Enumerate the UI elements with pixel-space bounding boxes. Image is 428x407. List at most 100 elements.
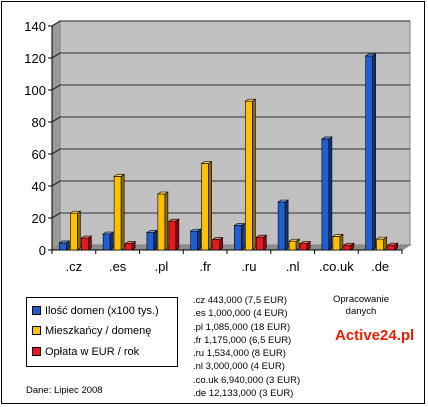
summary-line: .es 1,000,000 (4 EUR) [193, 308, 288, 320]
bar-front [201, 163, 209, 251]
summary-line: .fr 1,175,000 (6,5 EUR) [193, 334, 292, 346]
bar-front [277, 201, 286, 251]
bar [342, 242, 355, 251]
bar-top [320, 136, 333, 140]
bar-front [212, 239, 220, 251]
bar [277, 199, 290, 251]
bar-front [376, 238, 384, 251]
bar-side [208, 161, 212, 251]
bar-front [81, 237, 89, 251]
bar-front [102, 233, 111, 251]
bar [156, 191, 169, 251]
bar [244, 98, 257, 251]
y-tick-label: 60 [32, 147, 46, 162]
bar-top [211, 237, 224, 240]
bar-top [386, 242, 399, 246]
plot-back-wall [59, 20, 411, 246]
bar [288, 238, 301, 251]
bar-front [70, 212, 78, 251]
bar-top [277, 199, 290, 203]
bar-front [146, 232, 155, 251]
x-tick-label: .co.uk [319, 259, 354, 274]
x-tick-label: .cz [66, 259, 83, 274]
brand-logo-text: Active24.pl [335, 327, 415, 344]
bar-side [175, 218, 180, 251]
bar-side [153, 229, 158, 251]
bar-front [256, 236, 264, 251]
bar-side [120, 173, 125, 251]
bar [102, 231, 115, 251]
bar [331, 233, 344, 251]
bar-front [190, 230, 198, 251]
bar [80, 235, 93, 251]
y-tick-label: 0 [39, 243, 46, 258]
bar-top [299, 241, 312, 244]
bar [320, 136, 333, 251]
gridline-side [51, 20, 61, 27]
bar-top [331, 234, 344, 237]
bar-front [299, 243, 308, 251]
bar-top [156, 191, 169, 195]
legend-label: Ilość domen (x100 tys.) [45, 305, 159, 317]
y-tick-label: 140 [24, 19, 46, 34]
bar-top [80, 235, 93, 239]
bar-top [69, 210, 82, 214]
bar [145, 229, 158, 251]
bar-top [244, 98, 257, 102]
bar-front [113, 176, 122, 251]
bars [58, 53, 399, 251]
legend-item-residents: Mieszkańcy / domenę [32, 325, 151, 337]
bar-front [332, 236, 341, 251]
legend-item-domains: Ilość domen (x100 tys.) [32, 305, 159, 317]
domain-summary: .cz 443,000 (7,5 EUR) .es 1,000,000 (4 E… [193, 294, 300, 400]
legend-item-fee: Opłata w EUR / rok [32, 346, 139, 358]
date-label: Dane: Lipiec 2008 [26, 385, 103, 396]
x-tick-label: .es [109, 259, 127, 274]
bar-top [167, 218, 180, 222]
bar-side [263, 234, 267, 251]
gridline-side [51, 212, 61, 219]
bar-front [59, 242, 67, 251]
legend-label: Opłata w EUR / rok [45, 346, 140, 358]
bar-top [124, 241, 137, 244]
bar-top [102, 231, 115, 235]
gridline-side [51, 148, 61, 155]
bar [211, 237, 224, 251]
bar [113, 173, 126, 251]
bar-chart: 0 20 40 60 80 100 120 140 .cz .es .pl .fr .ru .nl .co… [24, 19, 412, 274]
bar-front [321, 138, 330, 251]
bar-top [200, 161, 213, 164]
legend-label: Mieszkańcy / domenę [45, 325, 152, 337]
legend-swatch [32, 305, 41, 315]
bar [233, 222, 246, 251]
x-axis-categories: .cz .es .pl .fr .ru .nl .co.uk .de [51, 250, 403, 274]
summary-line: .nl 3,000,000 (4 EUR) [193, 361, 285, 373]
bar-top [189, 228, 202, 232]
bar [200, 161, 213, 251]
bar-front [245, 100, 253, 251]
bar-front [387, 244, 395, 251]
gridline-side [51, 52, 61, 59]
bar-front [124, 243, 133, 251]
bar-top [288, 238, 301, 242]
y-tick-label: 40 [32, 179, 46, 194]
bar [167, 218, 180, 251]
bar-front [343, 244, 352, 251]
bar [375, 236, 388, 251]
x-tick-label: .ru [241, 259, 256, 274]
summary-line: .de 12,133,000 (3 EUR) [193, 388, 294, 400]
legend-swatch [32, 346, 41, 356]
plot-area [50, 20, 412, 251]
bar-top [342, 242, 355, 246]
bar [299, 241, 312, 251]
bar-side [109, 231, 114, 251]
bar [69, 210, 82, 251]
bar-top [233, 223, 246, 226]
bar [364, 53, 377, 251]
gridline-side [51, 116, 61, 123]
bar-front [365, 55, 373, 251]
bar-top [255, 234, 268, 238]
bar-side [88, 235, 92, 251]
bar-side [164, 191, 169, 251]
bar-front [234, 225, 242, 251]
